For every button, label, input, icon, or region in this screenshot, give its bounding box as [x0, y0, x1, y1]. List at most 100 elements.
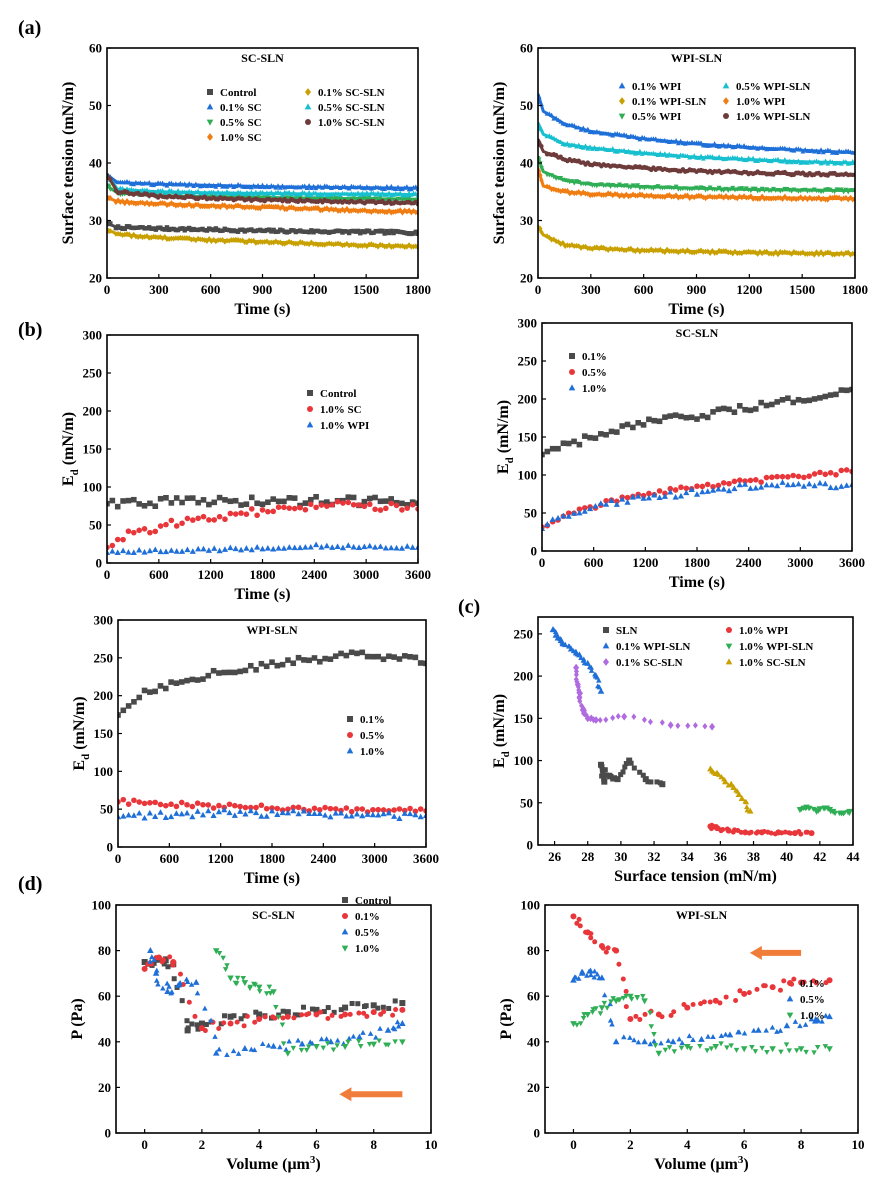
data-point	[801, 979, 807, 985]
data-point	[838, 467, 845, 474]
data-point	[248, 494, 255, 501]
data-point	[221, 806, 228, 813]
x-tick-label: 1200	[198, 567, 224, 582]
series-3	[107, 541, 418, 556]
data-point	[267, 991, 274, 997]
data-point	[311, 805, 318, 812]
data-point	[343, 812, 350, 819]
legend-marker	[618, 82, 626, 89]
data-point	[779, 479, 786, 485]
data-point	[270, 545, 277, 552]
x-tick-label: 2400	[310, 851, 336, 866]
data-point	[232, 669, 238, 676]
data-point	[259, 545, 266, 552]
data-point	[792, 1018, 799, 1024]
data-point	[656, 494, 663, 501]
series-3	[147, 947, 406, 1058]
x-tick-label: 38	[747, 849, 761, 864]
legend-marker	[342, 913, 348, 919]
data-point	[179, 998, 185, 1004]
data-point	[320, 1045, 327, 1051]
data-point	[361, 503, 368, 510]
data-point	[309, 1006, 315, 1012]
data-point	[594, 971, 601, 977]
x-tick-label: 0	[141, 1137, 148, 1152]
data-point	[313, 1006, 320, 1013]
data-point	[157, 495, 164, 502]
x-tick-label: 3000	[362, 851, 388, 866]
data-point	[162, 814, 169, 820]
data-point	[555, 445, 561, 452]
series-5	[107, 226, 418, 251]
data-point	[777, 1027, 784, 1033]
data-point	[417, 806, 424, 812]
data-point	[697, 1043, 703, 1049]
data-point	[130, 812, 138, 818]
data-point	[383, 498, 389, 504]
data-point	[624, 494, 631, 501]
legend-label: 0.1% SC	[220, 102, 262, 114]
data-point	[372, 506, 378, 513]
legend-marker	[568, 384, 576, 391]
data-point	[216, 670, 222, 676]
data-point	[601, 1000, 608, 1006]
panel-label-a: (a)	[18, 17, 41, 39]
data-point	[200, 513, 207, 520]
data-point	[391, 654, 397, 660]
data-point	[701, 999, 707, 1005]
plot-area	[118, 649, 426, 821]
data-point	[846, 808, 853, 815]
y-tick-label: 150	[518, 430, 538, 445]
data-point	[806, 806, 812, 812]
data-point	[651, 491, 658, 498]
data-point	[574, 920, 580, 926]
data-point	[587, 434, 593, 441]
data-point	[742, 481, 749, 487]
data-point	[754, 986, 760, 992]
data-point	[544, 521, 551, 527]
data-point	[235, 1050, 242, 1056]
data-point	[280, 1008, 286, 1014]
data-point	[608, 999, 614, 1005]
data-point	[774, 482, 781, 489]
data-point	[357, 1044, 364, 1050]
data-point	[318, 1009, 324, 1015]
data-point	[210, 812, 217, 818]
data-point	[136, 527, 142, 534]
data-point	[811, 471, 818, 477]
data-point	[597, 500, 604, 506]
data-point	[370, 653, 376, 660]
data-point	[227, 544, 234, 551]
data-point	[313, 1011, 320, 1018]
data-point	[581, 433, 588, 439]
data-point	[152, 813, 159, 820]
data-point	[109, 497, 116, 504]
data-point	[769, 401, 775, 408]
data-point	[157, 801, 164, 808]
data-point	[151, 956, 157, 962]
data-point	[231, 812, 238, 818]
series-3	[542, 479, 852, 532]
data-point	[248, 506, 255, 512]
data-point	[544, 448, 551, 455]
data-point	[678, 1045, 685, 1051]
data-point	[812, 1015, 819, 1021]
data-point	[300, 1004, 306, 1010]
data-point	[667, 721, 674, 729]
data-point	[843, 467, 850, 473]
data-point	[391, 807, 397, 813]
data-point	[206, 517, 212, 523]
data-point	[324, 503, 330, 509]
data-point	[797, 1046, 805, 1053]
data-point	[375, 806, 382, 813]
series-line	[107, 173, 418, 190]
data-point	[702, 722, 708, 730]
data-point	[549, 445, 556, 452]
legend-marker	[342, 897, 348, 903]
y-tick-label: 50	[520, 98, 533, 113]
data-point	[715, 406, 722, 413]
data-point	[168, 813, 175, 820]
data-point	[570, 913, 577, 920]
data-point	[774, 399, 780, 405]
data-point	[383, 505, 389, 512]
